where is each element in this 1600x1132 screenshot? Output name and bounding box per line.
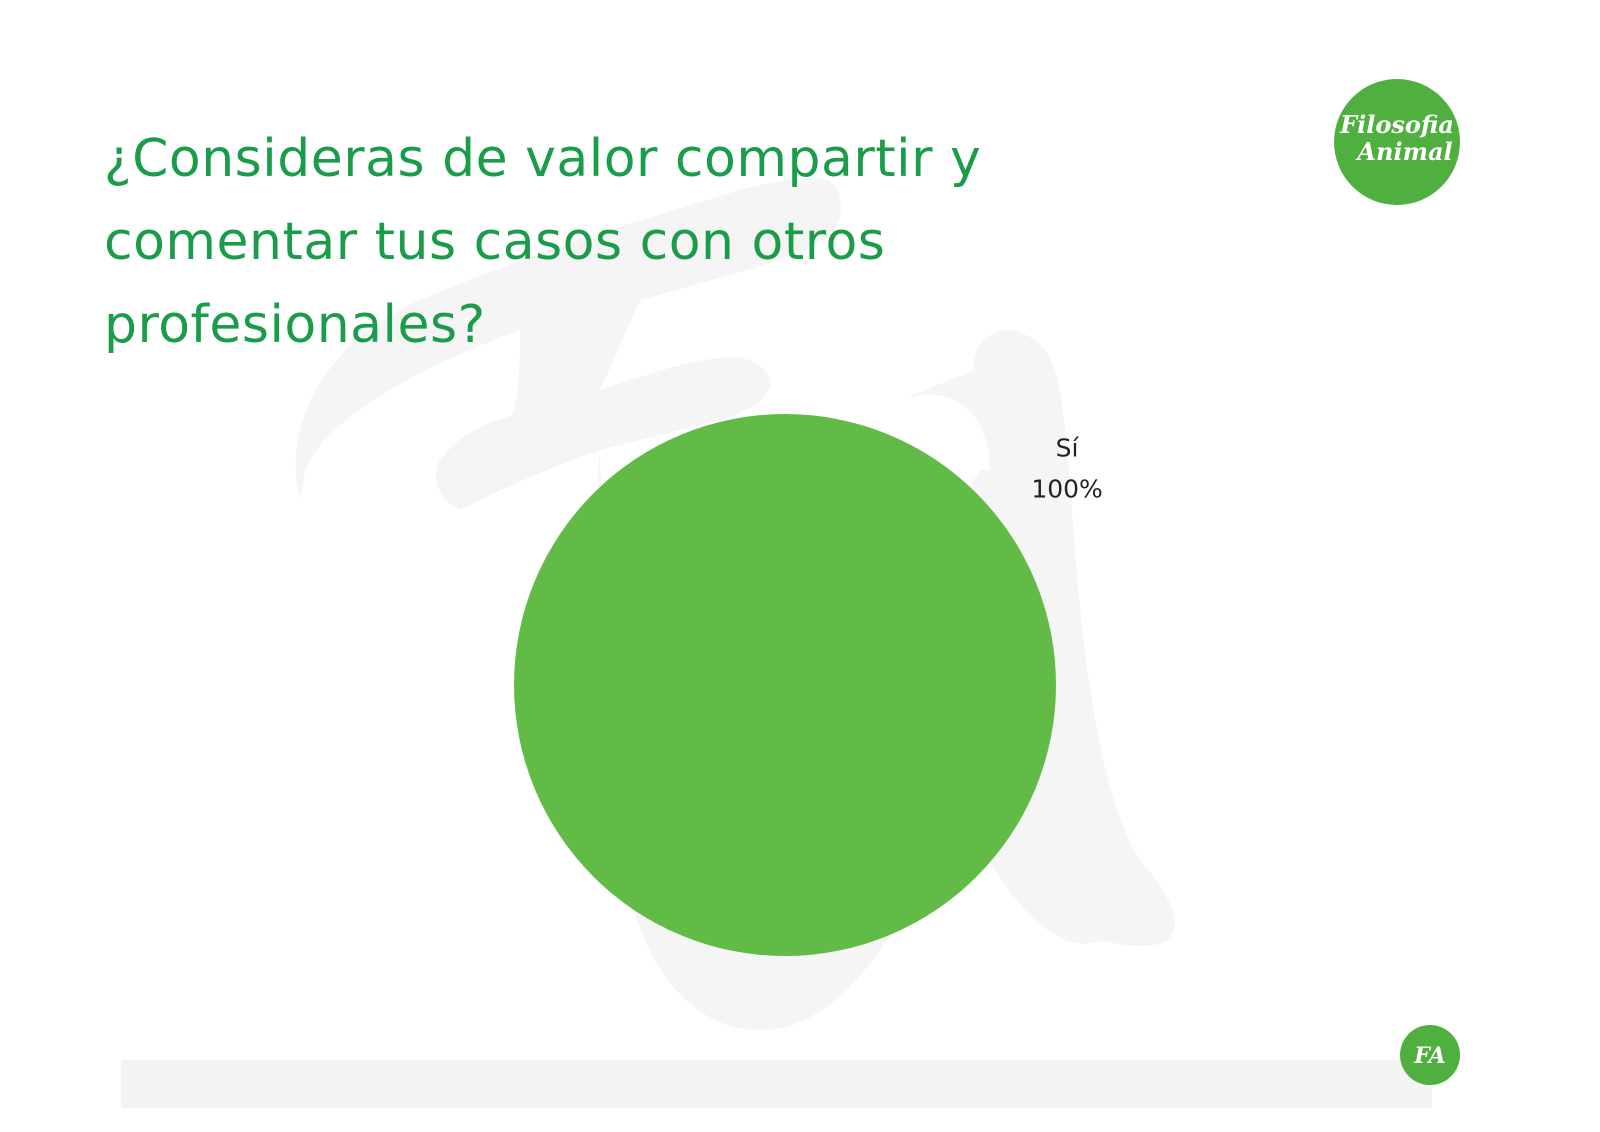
logo-text: Animal xyxy=(1355,137,1452,166)
watermark xyxy=(295,178,1175,1030)
slice-value-label: 100% xyxy=(1031,475,1102,504)
footer-bar xyxy=(121,1060,1432,1108)
chart-title: ¿Consideras de valor compartir y comenta… xyxy=(104,129,982,355)
footer-logo-text: FA xyxy=(1413,1043,1445,1069)
logo-badge xyxy=(1334,79,1460,205)
footer-logo-badge xyxy=(1400,1025,1460,1085)
pie-slice xyxy=(514,414,1056,956)
slice-label: Sí xyxy=(1056,434,1080,463)
logo-text: Filosofia xyxy=(1339,110,1454,139)
